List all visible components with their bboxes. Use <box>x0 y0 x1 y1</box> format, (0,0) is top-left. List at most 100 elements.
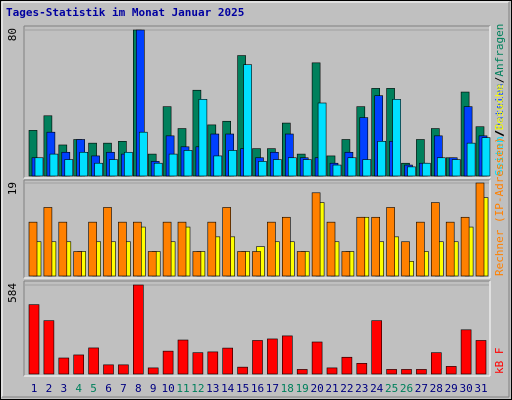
bar <box>237 366 248 375</box>
bar <box>430 352 442 375</box>
bar <box>73 354 84 375</box>
bar <box>273 159 282 177</box>
legend-separator: / <box>493 77 506 84</box>
x-tick-label: 10 <box>161 382 174 395</box>
bar <box>162 350 174 375</box>
bar <box>79 151 88 177</box>
bar <box>341 356 353 375</box>
x-tick-label: 13 <box>206 382 219 395</box>
bar <box>147 367 159 375</box>
x-tick-label: 5 <box>90 382 97 395</box>
x-tick-label: 17 <box>266 382 279 395</box>
bar <box>267 338 278 375</box>
x-tick-label: 16 <box>251 382 264 395</box>
bar <box>392 99 401 177</box>
bar <box>481 137 491 177</box>
bar <box>445 221 455 277</box>
x-tick-label: 6 <box>105 382 112 395</box>
y-tick-label: 80 <box>6 28 19 41</box>
x-tick-label: 23 <box>355 382 368 395</box>
bar <box>222 347 233 375</box>
bar <box>192 251 202 277</box>
bar <box>43 320 55 375</box>
bar <box>177 339 189 375</box>
bar <box>192 352 204 375</box>
x-tick-label: 15 <box>236 382 249 395</box>
x-tick-label: 30 <box>459 382 472 395</box>
legend: kB F <box>493 348 506 375</box>
bar <box>168 153 178 177</box>
bar <box>377 141 387 177</box>
bar <box>302 159 312 177</box>
bar <box>451 159 461 177</box>
bar <box>460 216 470 277</box>
chart-title: Tages-Statistik im Monat Januar 2025 <box>6 6 244 19</box>
bar <box>267 221 276 277</box>
bar <box>341 251 351 277</box>
bar <box>198 99 208 177</box>
bar <box>147 251 157 277</box>
x-tick-label: 14 <box>221 382 235 395</box>
bar <box>311 192 321 277</box>
bar <box>94 162 103 177</box>
bar <box>317 102 327 177</box>
x-tick-label: 29 <box>445 382 458 395</box>
bar <box>88 221 97 277</box>
bar <box>475 340 487 375</box>
x-tick-label: 11 <box>176 382 189 395</box>
bar <box>228 150 237 177</box>
bar <box>371 320 383 375</box>
y-tick-label: 19 <box>6 182 19 195</box>
bar <box>416 369 427 375</box>
legend-entry: Anfragen <box>493 24 506 77</box>
bar <box>362 159 372 177</box>
x-tick-label: 26 <box>400 382 413 395</box>
bar <box>133 284 144 375</box>
legend-entry: Rechner (IP-Adressen) <box>493 137 506 276</box>
x-tick-label: 31 <box>474 382 487 395</box>
bar <box>445 366 457 375</box>
legend-entry: Besuche <box>493 84 506 130</box>
x-tick-label: 12 <box>191 382 204 395</box>
legend: Seiten/Dateien/Anfragen <box>493 24 506 176</box>
bar <box>311 341 323 375</box>
x-tick-label: 24 <box>370 382 384 395</box>
bar <box>287 157 297 177</box>
bar <box>213 155 223 177</box>
bar <box>243 64 252 177</box>
x-tick-label: 20 <box>310 382 323 395</box>
x-tick-label: 19 <box>296 382 309 395</box>
bar <box>49 153 59 177</box>
x-tick-label: 7 <box>120 382 127 395</box>
x-tick-label: 18 <box>281 382 294 395</box>
bar <box>460 329 472 375</box>
bar <box>237 251 246 277</box>
bar <box>34 157 44 177</box>
bar <box>222 207 231 277</box>
bar <box>436 157 446 177</box>
bar <box>207 351 219 375</box>
bar <box>118 221 127 277</box>
bar <box>475 182 485 277</box>
bar <box>43 207 53 277</box>
y-tick-label: 584 <box>6 283 19 303</box>
bar <box>430 202 440 277</box>
legend-entry: kB F <box>493 348 506 375</box>
bar <box>466 142 476 177</box>
bar <box>386 369 397 375</box>
bar <box>133 221 142 277</box>
bar <box>356 363 368 375</box>
x-tick-label: 3 <box>60 382 67 395</box>
bar <box>64 159 74 177</box>
bar <box>296 369 308 375</box>
bar <box>422 162 431 177</box>
x-tick-label: 22 <box>340 382 353 395</box>
x-tick-label: 27 <box>415 382 428 395</box>
x-tick-label: 25 <box>385 382 398 395</box>
bar <box>252 251 261 277</box>
bar <box>58 221 68 277</box>
bar <box>58 357 70 375</box>
bar <box>28 221 38 277</box>
